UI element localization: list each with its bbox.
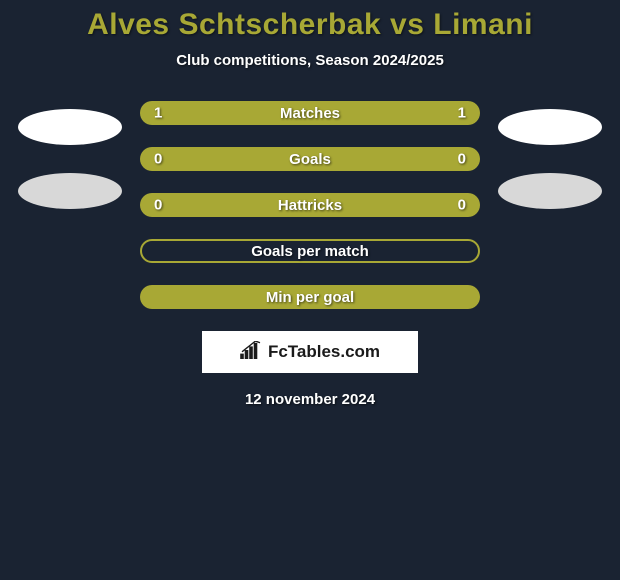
stat-right-value: 0: [458, 197, 466, 214]
stat-label: Hattricks: [278, 197, 342, 214]
stats-area: 1 Matches 1 0 Goals 0 0 Hattricks 0 Goal…: [0, 101, 620, 309]
page-subtitle: Club competitions, Season 2024/2025: [176, 52, 444, 69]
stat-left-value: 0: [154, 151, 162, 168]
chart-icon: [240, 341, 262, 364]
stat-row-min-per-goal: Min per goal: [140, 285, 480, 309]
avatar-player-right-2: [498, 173, 602, 209]
page-title: Alves Schtscherbak vs Limani: [87, 8, 533, 42]
stat-right-value: 1: [458, 105, 466, 122]
stat-row-matches: 1 Matches 1: [140, 101, 480, 125]
stat-row-goals: 0 Goals 0: [140, 147, 480, 171]
stat-row-hattricks: 0 Hattricks 0: [140, 193, 480, 217]
stat-label: Min per goal: [266, 289, 354, 306]
stat-left-value: 0: [154, 197, 162, 214]
avatar-player-right-1: [498, 109, 602, 145]
stat-left-value: 1: [154, 105, 162, 122]
date-label: 12 november 2024: [245, 391, 375, 408]
stat-label: Matches: [280, 105, 340, 122]
stat-rows: 1 Matches 1 0 Goals 0 0 Hattricks 0 Goal…: [140, 101, 480, 309]
avatars-left-column: [10, 101, 130, 209]
branding-text: FcTables.com: [268, 342, 380, 362]
stat-row-goals-per-match: Goals per match: [140, 239, 480, 263]
stat-label: Goals per match: [251, 243, 369, 260]
avatars-right-column: [490, 101, 610, 209]
stat-label: Goals: [289, 151, 331, 168]
avatar-player-left-1: [18, 109, 122, 145]
stat-right-value: 0: [458, 151, 466, 168]
avatar-player-left-2: [18, 173, 122, 209]
branding-badge: FcTables.com: [202, 331, 418, 373]
infographic-container: Alves Schtscherbak vs Limani Club compet…: [0, 0, 620, 408]
